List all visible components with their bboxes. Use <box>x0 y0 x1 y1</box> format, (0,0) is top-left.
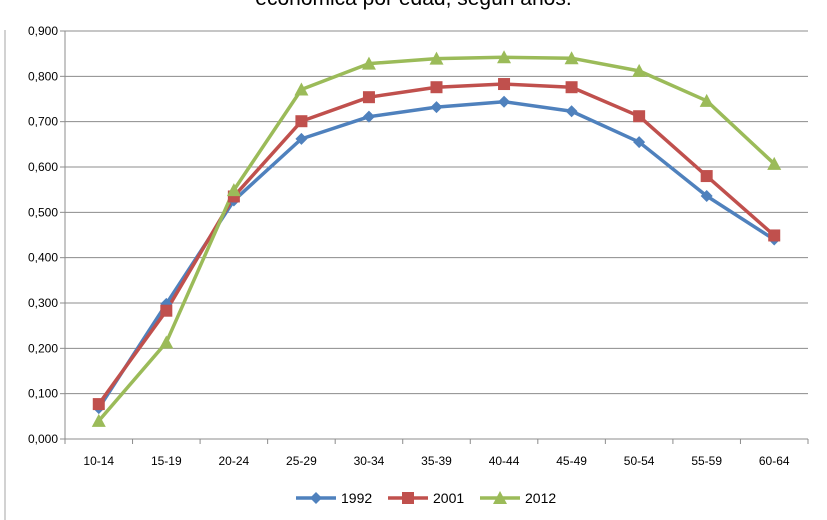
data-point-1992 <box>295 132 308 145</box>
data-point-1992 <box>700 190 713 203</box>
data-point-2001 <box>160 304 173 317</box>
data-point-2001 <box>768 229 781 242</box>
series-line-2001 <box>97 82 776 406</box>
y-tick-label: 0,600 <box>28 160 58 174</box>
y-tick-label: 0,800 <box>28 69 58 83</box>
legend-marker <box>493 491 507 504</box>
data-point-2012 <box>767 156 782 170</box>
data-point-2001 <box>633 110 646 123</box>
y-tick-label: 0,500 <box>28 205 58 219</box>
data-point-2001 <box>565 81 578 94</box>
x-tick-label: 15-19 <box>151 454 182 468</box>
legend-label: 1992 <box>341 490 372 506</box>
data-point-2012 <box>91 413 106 427</box>
data-point-2012 <box>497 50 512 64</box>
data-point-2012 <box>632 63 647 77</box>
x-tick-label: 60-64 <box>759 454 790 468</box>
data-point-2012 <box>159 335 174 349</box>
data-point-2001 <box>498 78 511 91</box>
data-point-2001 <box>295 115 308 128</box>
x-tick-label: 55-59 <box>691 454 722 468</box>
x-tick-label: 20-24 <box>219 454 250 468</box>
y-tick-labels: 0,000 0,100 0,200 0,300 0,400 0,500 0,600 0,700… <box>28 24 58 446</box>
legend: 1992 2001 2012 <box>296 490 556 506</box>
data-point-1992 <box>362 110 375 123</box>
data-point-1992 <box>565 105 578 118</box>
legend-label: 2001 <box>433 490 464 506</box>
x-tick-label: 50-54 <box>624 454 655 468</box>
x-tick-label: 10-14 <box>83 454 114 468</box>
y-tick-label: 0,300 <box>28 296 58 310</box>
data-point-2012 <box>429 51 444 65</box>
gridlines <box>65 30 808 395</box>
data-point-2001 <box>430 81 443 94</box>
x-tick-label: 25-29 <box>286 454 317 468</box>
legend-marker <box>402 492 414 504</box>
data-point-2012 <box>699 93 714 107</box>
x-tick-labels: 10-14 15-19 20-24 25-29 30-34 35-39 40-44 45-49… <box>83 454 789 468</box>
x-tick-label: 45-49 <box>556 454 587 468</box>
y-tick-label: 0,400 <box>28 251 58 265</box>
data-point-2012 <box>294 82 309 96</box>
axes <box>60 30 809 444</box>
y-tick-label: 0,700 <box>28 115 58 129</box>
legend-marker <box>310 492 322 504</box>
y-tick-label: 0,200 <box>28 341 58 355</box>
legend-label: 2012 <box>525 490 556 506</box>
chart-title: económica por edad, según años. <box>0 0 827 11</box>
y-tick-label: 0,000 <box>28 432 58 446</box>
data-point-2001 <box>700 170 713 183</box>
data-point-1992 <box>633 136 646 149</box>
y-tick-label: 0,100 <box>28 387 58 401</box>
data-point-2001 <box>362 91 375 104</box>
data-point-2012 <box>361 56 376 70</box>
data-point-2012 <box>564 51 579 65</box>
series-group <box>91 50 782 427</box>
x-tick-label: 40-44 <box>489 454 520 468</box>
data-point-2001 <box>92 398 105 411</box>
data-point-1992 <box>430 101 443 114</box>
x-tick-label: 35-39 <box>421 454 452 468</box>
x-tick-label: 30-34 <box>354 454 385 468</box>
data-point-2012 <box>226 183 241 197</box>
y-tick-label: 0,900 <box>28 24 58 38</box>
data-point-1992 <box>498 95 511 108</box>
